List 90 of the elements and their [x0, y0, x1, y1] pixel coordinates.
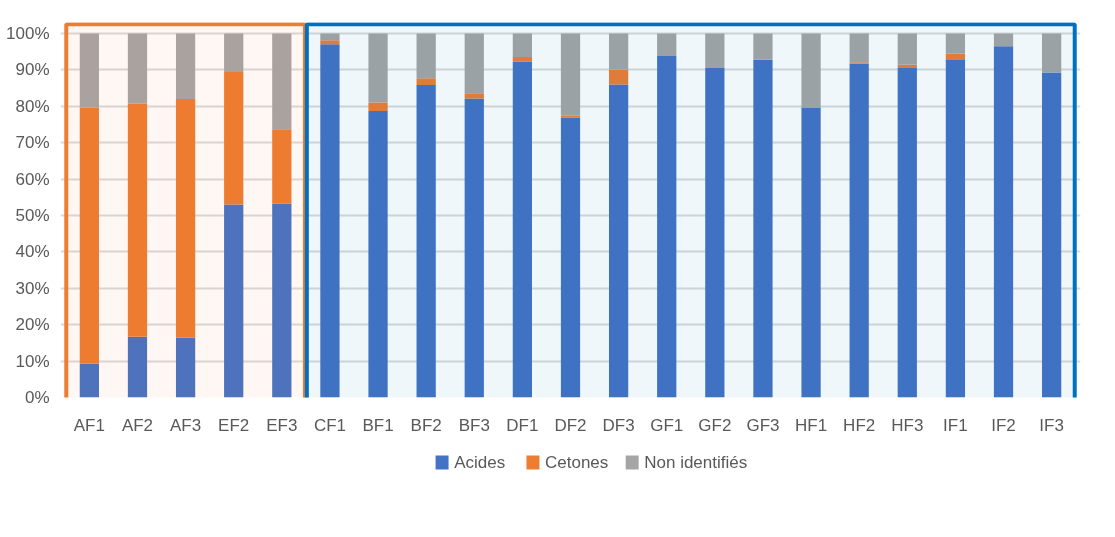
- bar: [945, 60, 966, 398]
- bar: [79, 33, 99, 108]
- y-tick-label: 50%: [15, 205, 50, 225]
- x-tick-label: GF1: [650, 415, 684, 435]
- bar: [272, 33, 292, 130]
- bar: [993, 46, 1014, 398]
- x-tick-label: BF1: [362, 415, 394, 435]
- bar: [849, 33, 869, 63]
- bar: [175, 337, 196, 398]
- y-tick-label: 90%: [15, 60, 50, 80]
- x-tick-label: HF3: [891, 415, 924, 435]
- bar: [464, 33, 484, 94]
- x-tick-label: DF3: [602, 415, 635, 435]
- bar: [560, 117, 581, 398]
- y-tick-label: 70%: [15, 133, 50, 153]
- bar: [320, 40, 340, 45]
- x-tick-label: HF2: [843, 415, 876, 435]
- bar: [368, 102, 388, 111]
- bar: [753, 59, 773, 398]
- bar: [416, 78, 436, 86]
- bar: [705, 33, 725, 69]
- bar: [1042, 33, 1062, 73]
- bar: [368, 110, 388, 398]
- x-tick-label: BF3: [458, 415, 490, 435]
- bar: [224, 33, 244, 73]
- bar: [416, 33, 436, 79]
- bar: [79, 107, 99, 364]
- bar: [512, 61, 533, 398]
- bar: [320, 44, 340, 398]
- bar: [127, 103, 148, 337]
- bar: [897, 68, 917, 398]
- bar: [224, 72, 244, 205]
- y-tick-label: 0%: [24, 388, 50, 407]
- x-tick-label: AF1: [73, 415, 105, 435]
- bar: [753, 33, 773, 60]
- bar: [127, 336, 148, 398]
- bar: [272, 129, 292, 204]
- x-tick-label: AF2: [121, 415, 154, 435]
- x-tick-label: IF1: [943, 415, 968, 435]
- x-tick-label: AF3: [170, 415, 202, 435]
- bar: [801, 33, 821, 107]
- x-tick-label: CF1: [313, 415, 346, 435]
- x-tick-label: DF2: [554, 415, 587, 435]
- bar: [464, 93, 484, 99]
- bar: [657, 56, 677, 398]
- x-tick-label: HF1: [795, 415, 828, 435]
- bar: [608, 33, 629, 70]
- bar: [127, 33, 148, 104]
- bar: [512, 57, 533, 62]
- y-tick-label: 100%: [6, 23, 50, 43]
- bar: [368, 33, 388, 103]
- bar: [849, 63, 869, 398]
- y-tick-label: 80%: [15, 96, 50, 116]
- legend-label: Non identifiés: [644, 453, 748, 472]
- bar: [945, 53, 966, 60]
- bar: [175, 98, 196, 338]
- bar: [320, 33, 340, 41]
- legend-label: Cetones: [545, 453, 609, 472]
- bar: [464, 98, 484, 398]
- bar: [705, 68, 725, 398]
- bar: [897, 64, 917, 69]
- bar: [993, 33, 1014, 47]
- bar: [512, 33, 533, 58]
- x-tick-label: EF3: [266, 415, 298, 435]
- y-tick-label: 40%: [15, 242, 50, 262]
- bar: [272, 203, 292, 398]
- bar: [897, 33, 917, 65]
- bar: [1042, 72, 1062, 398]
- bar: [175, 33, 196, 99]
- x-tick-label: IF3: [1039, 415, 1064, 435]
- bar: [608, 69, 629, 85]
- x-tick-label: GF2: [698, 415, 732, 435]
- x-tick-label: GF3: [746, 415, 780, 435]
- bar: [608, 84, 629, 398]
- bar: [657, 33, 677, 56]
- bar: [801, 107, 821, 398]
- y-tick-label: 60%: [15, 169, 50, 189]
- y-tick-label: 30%: [15, 278, 50, 298]
- y-tick-label: 10%: [15, 351, 50, 371]
- y-tick-label: 20%: [15, 315, 50, 335]
- x-tick-label: BF2: [410, 415, 442, 435]
- bar: [560, 33, 581, 116]
- legend-label: Acides: [454, 453, 506, 472]
- x-tick-label: EF2: [218, 415, 250, 435]
- bar: [224, 204, 244, 398]
- x-tick-label: IF2: [991, 415, 1016, 435]
- bar: [945, 33, 966, 54]
- bar: [416, 85, 436, 398]
- bar: [79, 363, 99, 398]
- x-tick-label: DF1: [506, 415, 539, 435]
